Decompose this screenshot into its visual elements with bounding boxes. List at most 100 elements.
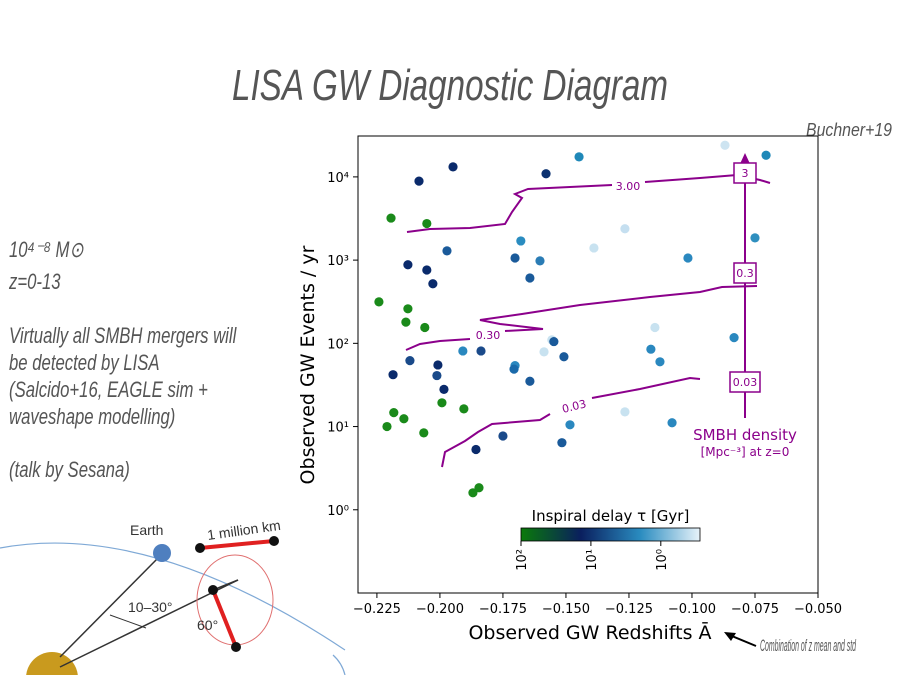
colorbar — [520, 527, 701, 542]
line — [59, 579, 239, 668]
talk: (talk by Sesana) — [9, 457, 130, 482]
x-tick-label: −0.125 — [605, 602, 653, 617]
point — [750, 233, 760, 243]
angle-arrow — [109, 614, 147, 629]
redshift-range: z=0-13 — [9, 269, 61, 294]
diagram-label: 60° — [197, 617, 218, 633]
density-level: 0.03 — [733, 376, 758, 389]
craft — [208, 585, 218, 595]
x-tick-label: −0.100 — [668, 602, 716, 617]
point — [589, 243, 599, 253]
point — [525, 273, 535, 283]
credit: Buchner+19 — [806, 120, 892, 140]
earth — [153, 544, 171, 562]
claim: Virtually all SMBH mergers will be detec… — [9, 323, 237, 429]
diagram-label: 10–30° — [128, 599, 173, 615]
orbit-arc — [0, 542, 346, 651]
density-level: 0.3 — [736, 267, 754, 280]
contour-label: 3.00 — [616, 180, 641, 193]
craft — [269, 536, 279, 546]
density-title: SMBH density — [693, 426, 797, 444]
arm — [211, 589, 238, 648]
mass-range: 10⁴⁻⁸ M⊙ — [9, 237, 84, 262]
colorbar-tick-label: 10² — [515, 549, 530, 571]
point — [422, 218, 432, 229]
point — [458, 346, 468, 356]
x-tick-label: −0.225 — [353, 602, 401, 617]
arm — [199, 539, 275, 550]
point — [655, 357, 665, 367]
point — [399, 414, 409, 424]
orbit-arc — [332, 654, 346, 675]
point — [433, 360, 443, 370]
point — [419, 428, 429, 438]
density-box — [733, 262, 757, 284]
point — [535, 256, 545, 266]
slide-title: LISA GW Diagnostic Diagram — [232, 61, 668, 110]
point — [565, 420, 575, 430]
point — [510, 253, 520, 263]
point — [422, 265, 432, 275]
density-box — [729, 371, 761, 393]
y-tick-label: 10³ — [327, 254, 349, 269]
contour-line — [406, 173, 771, 233]
colorbar-label: Inspiral delay τ [Gyr] — [532, 507, 690, 525]
point — [646, 344, 656, 354]
line — [59, 555, 161, 658]
sun — [26, 652, 78, 675]
contour-label: 0.30 — [476, 329, 501, 342]
density-unit: [Mpc⁻³] at z=0 — [701, 445, 790, 459]
colorbar-tick-label: 10¹ — [585, 549, 600, 571]
point — [574, 152, 584, 162]
note-arrowhead — [724, 632, 736, 641]
point — [620, 407, 630, 417]
point — [428, 279, 438, 289]
point — [414, 176, 424, 186]
x-tick-label: −0.075 — [731, 602, 779, 617]
x-tick-label: −0.200 — [416, 602, 464, 617]
density-level: 3 — [742, 167, 749, 180]
craft — [231, 642, 241, 652]
point — [541, 169, 551, 179]
contour-line — [405, 285, 758, 351]
point — [389, 408, 399, 418]
point — [476, 346, 486, 356]
y-axis-label: Observed GW Events / yr — [297, 245, 319, 484]
point — [403, 304, 413, 314]
point — [474, 483, 484, 493]
y-tick-label: 10⁴ — [327, 171, 349, 186]
point — [650, 322, 660, 333]
contours — [405, 163, 771, 468]
point — [420, 322, 430, 333]
point — [405, 356, 415, 366]
craft — [195, 543, 205, 553]
diagram-label: Earth — [130, 522, 163, 538]
point — [509, 364, 519, 374]
plot-frame — [357, 135, 819, 594]
point — [388, 370, 398, 380]
density-box — [733, 162, 757, 184]
point — [401, 317, 411, 327]
point — [498, 431, 508, 441]
contour-line — [441, 376, 701, 468]
point — [729, 333, 739, 343]
point — [525, 376, 535, 386]
y-tick-label: 10¹ — [327, 421, 349, 436]
x-note: Combination of z mean and std — [760, 636, 856, 655]
point — [471, 444, 481, 455]
point — [382, 421, 392, 432]
point — [720, 140, 730, 150]
point — [557, 438, 567, 448]
point — [539, 347, 549, 357]
point — [437, 398, 447, 408]
x-tick-label: −0.175 — [479, 602, 527, 617]
point — [559, 352, 569, 362]
point — [516, 236, 526, 246]
y-tick-label: 10² — [327, 337, 349, 352]
point — [459, 404, 469, 414]
point — [386, 213, 396, 223]
x-tick-label: −0.050 — [794, 602, 842, 617]
point — [439, 384, 449, 394]
